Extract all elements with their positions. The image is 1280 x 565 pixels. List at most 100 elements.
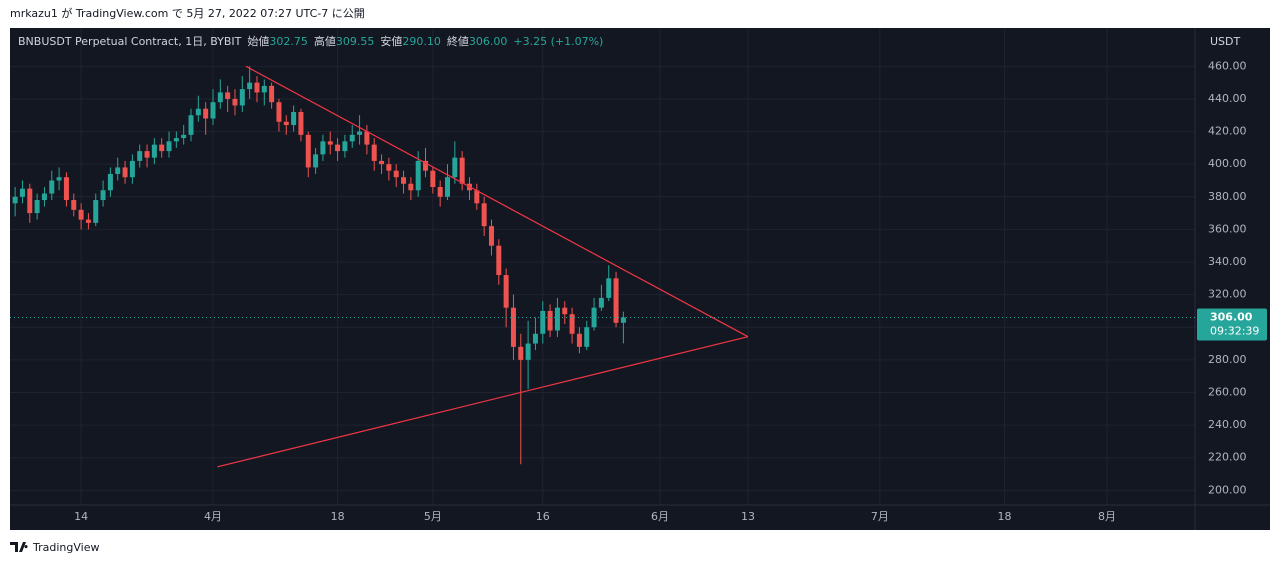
- y-tick-label: 260.00: [1208, 385, 1247, 398]
- y-tick-label: 220.00: [1208, 451, 1247, 464]
- change: +3.25 (+1.07%): [513, 35, 603, 48]
- candle-body: [305, 134, 311, 168]
- symbol: BNBUSDT Perpetual Contract, 1日, BYBIT: [18, 35, 242, 48]
- candle-body: [49, 180, 55, 194]
- candle-body: [327, 141, 333, 145]
- publish-note: mrkazu1 が TradingView.com で 5月 27, 2022 …: [10, 6, 365, 20]
- ohlc-value: 309.55: [336, 35, 375, 48]
- candle-body: [56, 177, 62, 181]
- y-tick-label: 280.00: [1208, 353, 1247, 366]
- candle-body: [393, 170, 399, 178]
- y-tick-label: 340.00: [1208, 255, 1247, 268]
- plot: [10, 28, 1195, 505]
- candle-body: [34, 200, 40, 214]
- candle-body: [19, 188, 25, 197]
- candle-body: [129, 160, 135, 178]
- logo: [10, 542, 28, 552]
- candle-body: [518, 346, 524, 360]
- candle-body: [606, 278, 612, 298]
- candle-body: [144, 151, 150, 158]
- candle-body: [122, 167, 128, 178]
- x-tick-label: 16: [536, 510, 550, 523]
- candle-body: [562, 307, 568, 315]
- y-tick-label: 360.00: [1208, 222, 1247, 235]
- candle-body: [166, 141, 172, 152]
- candle-body: [173, 138, 179, 142]
- candle-body: [496, 245, 502, 276]
- candle-body: [247, 82, 253, 90]
- candle-body: [85, 219, 91, 223]
- candle-body: [452, 157, 458, 178]
- currency: USDT: [1210, 35, 1241, 48]
- last-price-tag: [1197, 308, 1267, 341]
- candle-body: [320, 141, 326, 155]
- candle-body: [349, 134, 355, 142]
- x-tick-label: 4月: [204, 510, 222, 523]
- candle-body: [423, 160, 429, 171]
- candle-body: [137, 151, 143, 161]
- candle-body: [401, 177, 407, 184]
- x-tick-label: 8月: [1098, 510, 1116, 523]
- candle-body: [525, 343, 531, 360]
- x-tick-label: 14: [74, 510, 88, 523]
- candle-body: [569, 314, 575, 334]
- candle-body: [115, 167, 121, 174]
- ohlc-value: 290.10: [402, 35, 441, 48]
- candle-body: [63, 177, 69, 201]
- x-tick-label: 13: [741, 510, 755, 523]
- candle-body: [151, 144, 157, 158]
- y-tick-label: 320.00: [1208, 288, 1247, 301]
- candle-body: [12, 196, 18, 204]
- candle-body: [357, 131, 363, 135]
- y-tick-label: 420.00: [1208, 125, 1247, 138]
- candle-body: [532, 333, 538, 344]
- candle-body: [41, 193, 47, 201]
- candle-body: [437, 187, 443, 197]
- candle-body: [239, 89, 245, 106]
- candle-body: [78, 209, 84, 220]
- candle-body: [225, 92, 231, 99]
- candle-body: [540, 310, 546, 334]
- candle-body: [613, 278, 619, 323]
- candle-body: [195, 108, 201, 116]
- x-tick-label: 7月: [871, 510, 889, 523]
- candle-body: [283, 121, 289, 126]
- candle-body: [210, 102, 216, 119]
- ohlc-label: 始値: [247, 34, 269, 48]
- candle-body: [181, 134, 187, 139]
- trendline: [245, 65, 749, 338]
- candle-body: [547, 310, 553, 331]
- x-tick-label: 5月: [424, 510, 442, 523]
- candle-body: [474, 190, 480, 204]
- x-tick-label: 18: [997, 510, 1011, 523]
- candle-body: [188, 115, 194, 135]
- y-tick-label: 460.00: [1208, 59, 1247, 72]
- x-tick-label: 18: [331, 510, 345, 523]
- ohlc-label: 高値: [314, 34, 336, 48]
- candle-body: [232, 98, 238, 106]
- candle-body: [27, 188, 33, 214]
- trendline: [217, 336, 749, 468]
- candle-body: [386, 164, 392, 171]
- y-tick-label: 380.00: [1208, 190, 1247, 203]
- y-tick-label: 200.00: [1208, 483, 1247, 496]
- candle-body: [335, 144, 341, 152]
- candle-body: [261, 85, 267, 93]
- candle-body: [415, 160, 421, 191]
- candle-body: [620, 317, 626, 323]
- candle-body: [445, 177, 451, 197]
- candle-body: [342, 141, 348, 152]
- candle-body: [203, 108, 209, 119]
- candle-body: [430, 170, 436, 187]
- candle-body: [364, 131, 370, 145]
- candle-body: [598, 297, 604, 308]
- ohlc-label: 終値: [447, 34, 469, 48]
- candle-body: [576, 333, 582, 347]
- ohlc-value: 302.75: [269, 35, 308, 48]
- candle-body: [107, 173, 113, 191]
- y-tick-label: 400.00: [1208, 157, 1247, 170]
- y-tick-label: 240.00: [1208, 418, 1247, 431]
- candle-body: [93, 200, 99, 223]
- candle-body: [276, 102, 282, 122]
